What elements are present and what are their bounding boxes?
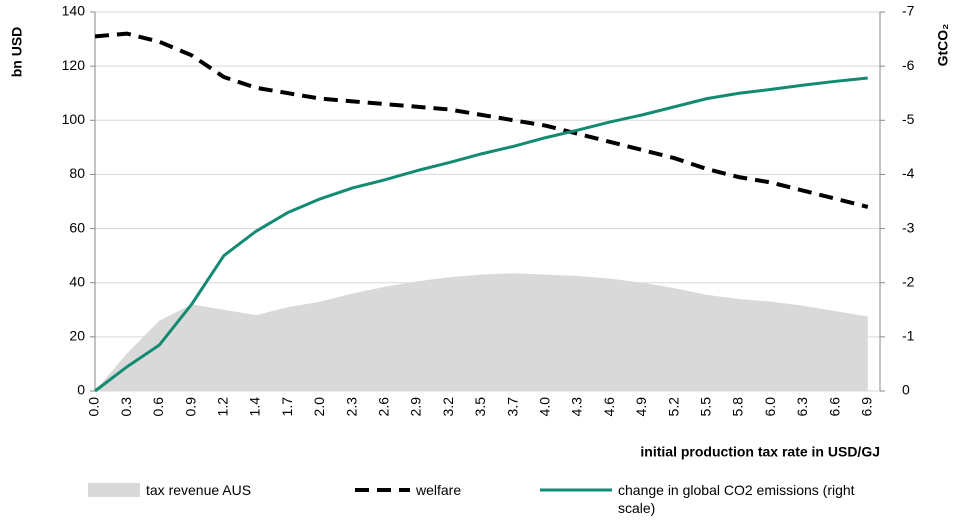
x-tick-label: 2.9: [408, 397, 424, 417]
y-tick-label: 40: [69, 273, 85, 289]
y-tick-label: 100: [62, 111, 86, 127]
x-tick-label: 1.2: [215, 397, 231, 417]
y-tick-label: 140: [62, 3, 86, 19]
legend-swatch: [88, 483, 140, 497]
legend-item: change in global CO2 emissions (right sc…: [618, 482, 855, 516]
x-tick-label: 4.0: [537, 397, 553, 417]
y2-tick-label: -3: [902, 219, 915, 235]
x-tick-label: 5.2: [665, 397, 681, 417]
x-tick-label: 2.0: [311, 397, 327, 417]
x-tick-label: 0.3: [118, 397, 134, 417]
x-tick-label: 0.6: [150, 397, 166, 417]
legend-label: welfare: [416, 482, 462, 498]
y-tick-label: 120: [62, 57, 86, 73]
x-tick-label: 5.5: [698, 397, 714, 417]
y-tick-label: 0: [77, 382, 85, 398]
plot-area: [95, 11, 880, 392]
y2-tick-label: -1: [902, 328, 915, 344]
y2-tick-label: -6: [902, 57, 915, 73]
x-tick-label: 1.7: [279, 397, 295, 417]
x-tick-label: 2.6: [376, 397, 392, 417]
y2-tick-label: -2: [902, 273, 915, 289]
y2-tick-label: -7: [902, 3, 915, 19]
y-tick-label: 20: [69, 328, 85, 344]
x-tick-label: 3.7: [504, 397, 520, 417]
y2-tick-label: -4: [902, 165, 915, 181]
dashed-line: [94, 31, 869, 209]
y2-axis-label: GtCO₂: [935, 24, 951, 67]
x-tick-label: 0.0: [86, 397, 102, 417]
x-tick-label: 4.9: [633, 397, 649, 417]
x-tick-label: 3.5: [472, 397, 488, 417]
y-tick-label: 60: [69, 219, 85, 235]
x-tick-label: 2.3: [343, 397, 359, 417]
x-tick-label: 1.4: [247, 397, 263, 417]
x-tick-label: 6.0: [762, 397, 778, 417]
y2-tick-label: -5: [902, 111, 915, 127]
x-tick-label: 0.9: [182, 397, 198, 417]
y-axis-label: bn USD: [9, 27, 25, 78]
x-tick-label: 6.6: [826, 397, 842, 417]
legend-label: tax revenue AUS: [146, 482, 252, 498]
x-tick-label: 4.3: [569, 397, 585, 417]
legend-item: tax revenue AUS: [146, 482, 252, 498]
legend-item: welfare: [416, 482, 462, 498]
y2-tick-label: 0: [902, 382, 910, 398]
x-tick-label: 3.2: [440, 397, 456, 417]
y-tick-label: 80: [69, 165, 85, 181]
x-tick-label: 6.3: [794, 397, 810, 417]
x-tick-label: 6.9: [859, 397, 875, 417]
x-axis-label: initial production tax rate in USD/GJ: [640, 444, 880, 460]
x-tick-label: 5.8: [730, 397, 746, 417]
line: [94, 76, 868, 393]
legend-label: change in global CO2 emissions (right sc…: [618, 482, 855, 516]
x-tick-label: 4.6: [601, 397, 617, 417]
area: [95, 273, 868, 391]
